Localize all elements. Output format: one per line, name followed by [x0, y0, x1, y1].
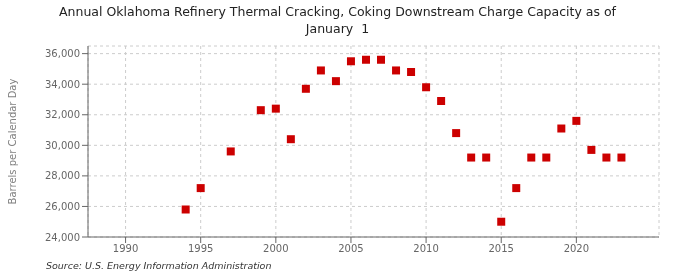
- svg-text:28,000: 28,000: [45, 170, 80, 181]
- svg-text:2005: 2005: [338, 243, 363, 254]
- svg-text:2020: 2020: [564, 243, 589, 254]
- svg-text:Barrels per Calendar Day: Barrels per Calendar Day: [8, 79, 18, 205]
- svg-text:30,000: 30,000: [45, 140, 80, 151]
- svg-text:1995: 1995: [188, 243, 213, 254]
- svg-text:26,000: 26,000: [45, 201, 80, 212]
- html-text:January 1: January 1: [305, 21, 370, 36]
- svg-text:24,000: 24,000: [45, 232, 80, 243]
- html-text:Annual Oklahoma Refinery Therm: Annual Oklahoma Refinery Thermal Crackin…: [59, 4, 616, 19]
- svg-text:36,000: 36,000: [45, 48, 80, 59]
- svg-text:2010: 2010: [413, 243, 438, 254]
- svg-text:32,000: 32,000: [45, 109, 80, 120]
- html-text:Source: U.S. Energy Informatio: Source: U.S. Energy Information Administ…: [46, 260, 272, 271]
- svg-text:2000: 2000: [263, 243, 288, 254]
- svg-text:34,000: 34,000: [45, 79, 80, 90]
- svg-text:2015: 2015: [488, 243, 513, 254]
- svg-text:1990: 1990: [113, 243, 138, 254]
